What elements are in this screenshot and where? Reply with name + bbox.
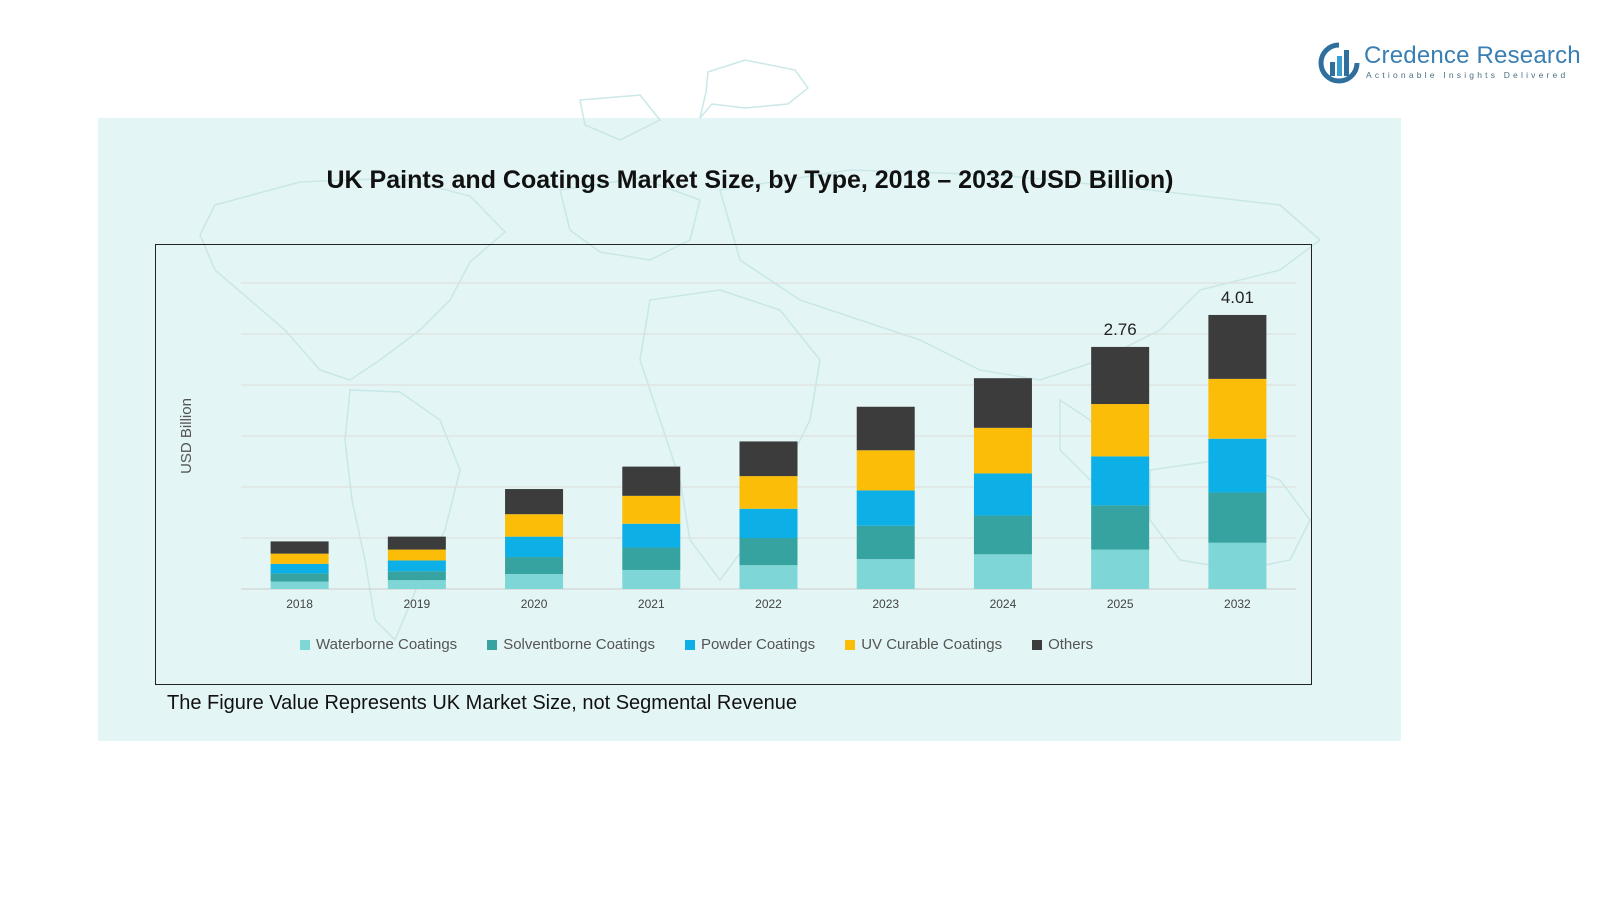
bar-2024-segment-1 bbox=[973, 515, 1032, 555]
brand-tagline: Actionable Insights Delivered bbox=[1366, 70, 1569, 80]
chart-title: UK Paints and Coatings Market Size, by T… bbox=[326, 166, 1174, 194]
x-tick-label: 2024 bbox=[990, 597, 1017, 611]
bar-2025-segment-1 bbox=[1091, 505, 1150, 550]
stacked-bar-chart: USD Billion 2018 2019 2020 2021 2022 2023 2024 2… bbox=[178, 282, 1296, 611]
bar-2022-segment-1 bbox=[739, 538, 798, 566]
bar-2022-segment-0 bbox=[739, 565, 798, 589]
bar-2021-segment-0 bbox=[622, 569, 681, 589]
bar-2023-segment-4 bbox=[856, 406, 915, 451]
footnote: The Figure Value Represents UK Market Si… bbox=[167, 692, 797, 714]
bar-2019-segment-0 bbox=[387, 580, 446, 589]
legend-swatch bbox=[684, 639, 695, 650]
bar-2021-segment-3 bbox=[622, 495, 681, 524]
bar-2020-segment-1 bbox=[505, 557, 564, 575]
legend-swatch bbox=[300, 639, 310, 650]
bar-2018-segment-4 bbox=[270, 541, 329, 554]
credence-logo-icon bbox=[1318, 42, 1360, 84]
legend-label: Others bbox=[1048, 636, 1094, 653]
bar-2018-segment-3 bbox=[270, 553, 329, 564]
bar-2024-segment-3 bbox=[973, 427, 1032, 474]
bar-2032-segment-0 bbox=[1208, 542, 1267, 589]
bar-2023-segment-2 bbox=[856, 490, 915, 526]
legend-item: Powder Coatings bbox=[684, 636, 816, 653]
bar-2021-segment-4 bbox=[622, 466, 681, 496]
x-tick-label: 2021 bbox=[638, 597, 665, 611]
bar-2019-segment-4 bbox=[387, 536, 446, 550]
legend-label: Waterborne Coatings bbox=[316, 636, 458, 653]
bar-2019-segment-1 bbox=[387, 571, 446, 581]
legend-swatch bbox=[1032, 639, 1043, 650]
legend-item: Solventborne Coatings bbox=[487, 636, 655, 653]
brand-logo: Credence Research Actionable Insights De… bbox=[1318, 40, 1581, 86]
bar-2025-segment-3 bbox=[1091, 404, 1150, 457]
chart-legend: Waterborne Coatings Solventborne Coatings… bbox=[300, 636, 1123, 653]
x-tick-label: 2019 bbox=[403, 597, 430, 611]
legend-item: Waterborne Coatings bbox=[300, 636, 457, 653]
data-label-2025: 2.76 bbox=[1104, 320, 1137, 339]
x-tick-label: 2020 bbox=[521, 597, 548, 611]
bar-2022-segment-2 bbox=[739, 508, 798, 538]
x-tick-label: 2025 bbox=[1107, 597, 1134, 611]
bar-2032-segment-1 bbox=[1208, 492, 1267, 543]
bar-2025-segment-4 bbox=[1091, 346, 1150, 405]
bar-2019-segment-3 bbox=[387, 549, 446, 561]
data-label-2032: 4.01 bbox=[1221, 288, 1254, 307]
bar-2025-segment-0 bbox=[1091, 549, 1150, 589]
bar-2020-segment-0 bbox=[505, 574, 564, 589]
bar-2032-segment-4 bbox=[1208, 314, 1267, 379]
legend-label: Solventborne Coatings bbox=[503, 636, 655, 653]
bar-2021-segment-1 bbox=[622, 547, 681, 570]
bar-2023-segment-3 bbox=[856, 450, 915, 491]
bar-2024-segment-2 bbox=[973, 473, 1032, 516]
bar-2024-segment-0 bbox=[973, 554, 1032, 589]
bar-2023-segment-0 bbox=[856, 559, 915, 589]
x-tick-label: 2018 bbox=[286, 597, 313, 611]
legend-label: Powder Coatings bbox=[700, 636, 816, 653]
x-tick-label: 2022 bbox=[755, 597, 782, 611]
legend-item: UV Curable Coatings bbox=[845, 636, 1002, 653]
bar-2024-segment-4 bbox=[973, 378, 1032, 428]
bar-2032-segment-3 bbox=[1208, 378, 1267, 439]
x-tick-label: 2023 bbox=[872, 597, 899, 611]
bar-2019-segment-2 bbox=[387, 560, 446, 572]
bar-2023-segment-1 bbox=[856, 525, 915, 560]
legend-label: UV Curable Coatings bbox=[861, 636, 1003, 653]
bar-2018-segment-2 bbox=[270, 563, 329, 574]
y-axis-label: USD Billion bbox=[178, 398, 195, 474]
chart-frame bbox=[155, 244, 1312, 685]
legend-swatch bbox=[487, 639, 498, 650]
bar-2022-segment-4 bbox=[739, 441, 798, 477]
brand-name: Credence Research bbox=[1364, 42, 1581, 69]
bar-2018-segment-0 bbox=[270, 581, 329, 589]
legend-item: Others bbox=[1032, 636, 1093, 653]
bar-2021-segment-2 bbox=[622, 523, 681, 548]
bar-2018-segment-1 bbox=[270, 573, 329, 582]
bar-2025-segment-2 bbox=[1091, 456, 1150, 506]
bar-2022-segment-3 bbox=[739, 476, 798, 509]
legend-swatch bbox=[845, 639, 856, 650]
bar-2020-segment-4 bbox=[505, 489, 564, 515]
bar-2020-segment-2 bbox=[505, 536, 564, 558]
bar-2032-segment-2 bbox=[1208, 438, 1267, 493]
bar-2020-segment-3 bbox=[505, 514, 564, 537]
x-tick-label: 2032 bbox=[1224, 597, 1251, 611]
